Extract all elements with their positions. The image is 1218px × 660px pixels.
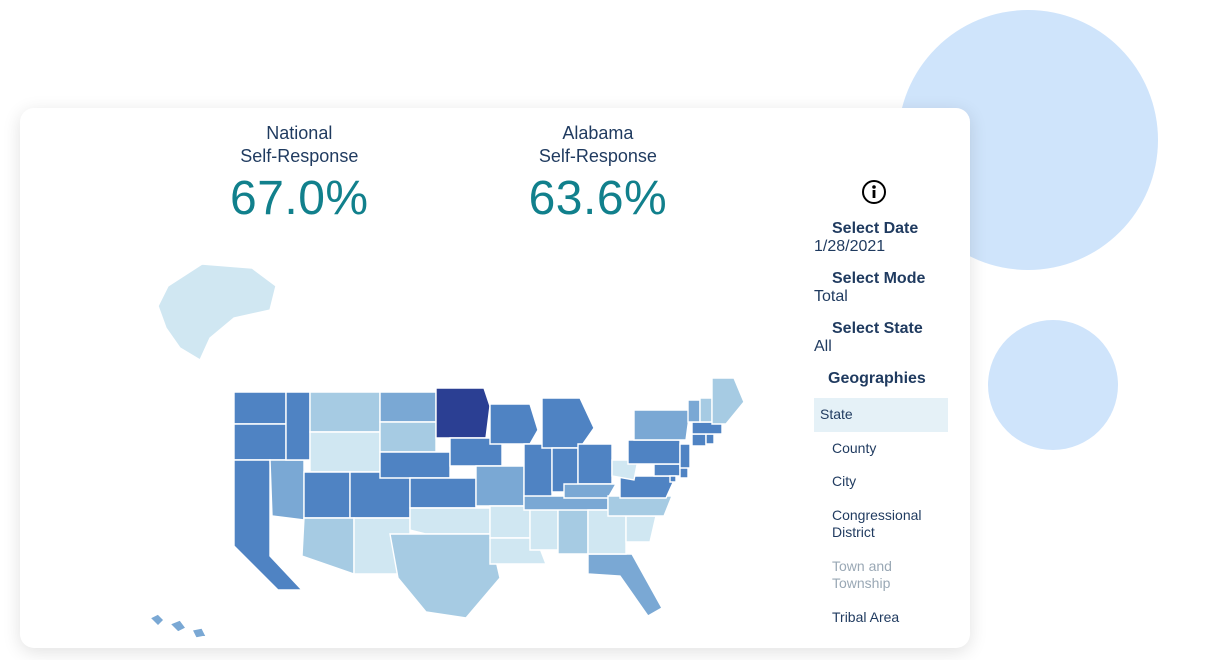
controls-sidebar: Select Date 1/28/2021 Select Mode Total … (814, 178, 960, 634)
geographies-list: StateCountyCityCongressional DistrictTow… (814, 398, 948, 634)
geo-item-tribal-area[interactable]: Tribal Area (814, 601, 948, 635)
stat-state-label-2: Self-Response (529, 145, 668, 168)
stat-state-value: 63.6% (529, 171, 668, 226)
geo-item-congressional-district[interactable]: Congressional District (814, 499, 948, 550)
stat-state-label-1: Alabama (529, 122, 668, 145)
select-date-label: Select Date (814, 220, 960, 238)
decor-circle-small (988, 320, 1118, 450)
select-date-value[interactable]: 1/28/2021 (814, 238, 960, 256)
stat-national: National Self-Response 67.0% (230, 122, 369, 226)
select-mode-label: Select Mode (814, 270, 960, 288)
us-choropleth-map[interactable] (140, 238, 780, 638)
select-state-value[interactable]: All (814, 338, 960, 356)
info-icon[interactable] (860, 178, 960, 206)
stat-national-label-2: Self-Response (230, 145, 369, 168)
geographies-label: Geographies (814, 370, 960, 388)
geo-item-county[interactable]: County (814, 432, 948, 466)
select-state-label: Select State (814, 320, 960, 338)
stat-national-value: 67.0% (230, 171, 369, 226)
geo-item-state[interactable]: State (814, 398, 948, 432)
stat-state: Alabama Self-Response 63.6% (529, 122, 668, 226)
geo-item-city[interactable]: City (814, 465, 948, 499)
dashboard-card: National Self-Response 67.0% Alabama Sel… (20, 108, 970, 648)
geo-item-town-and-township: Town and Township (814, 550, 948, 601)
select-mode-value[interactable]: Total (814, 288, 960, 306)
stat-national-label-1: National (230, 122, 369, 145)
